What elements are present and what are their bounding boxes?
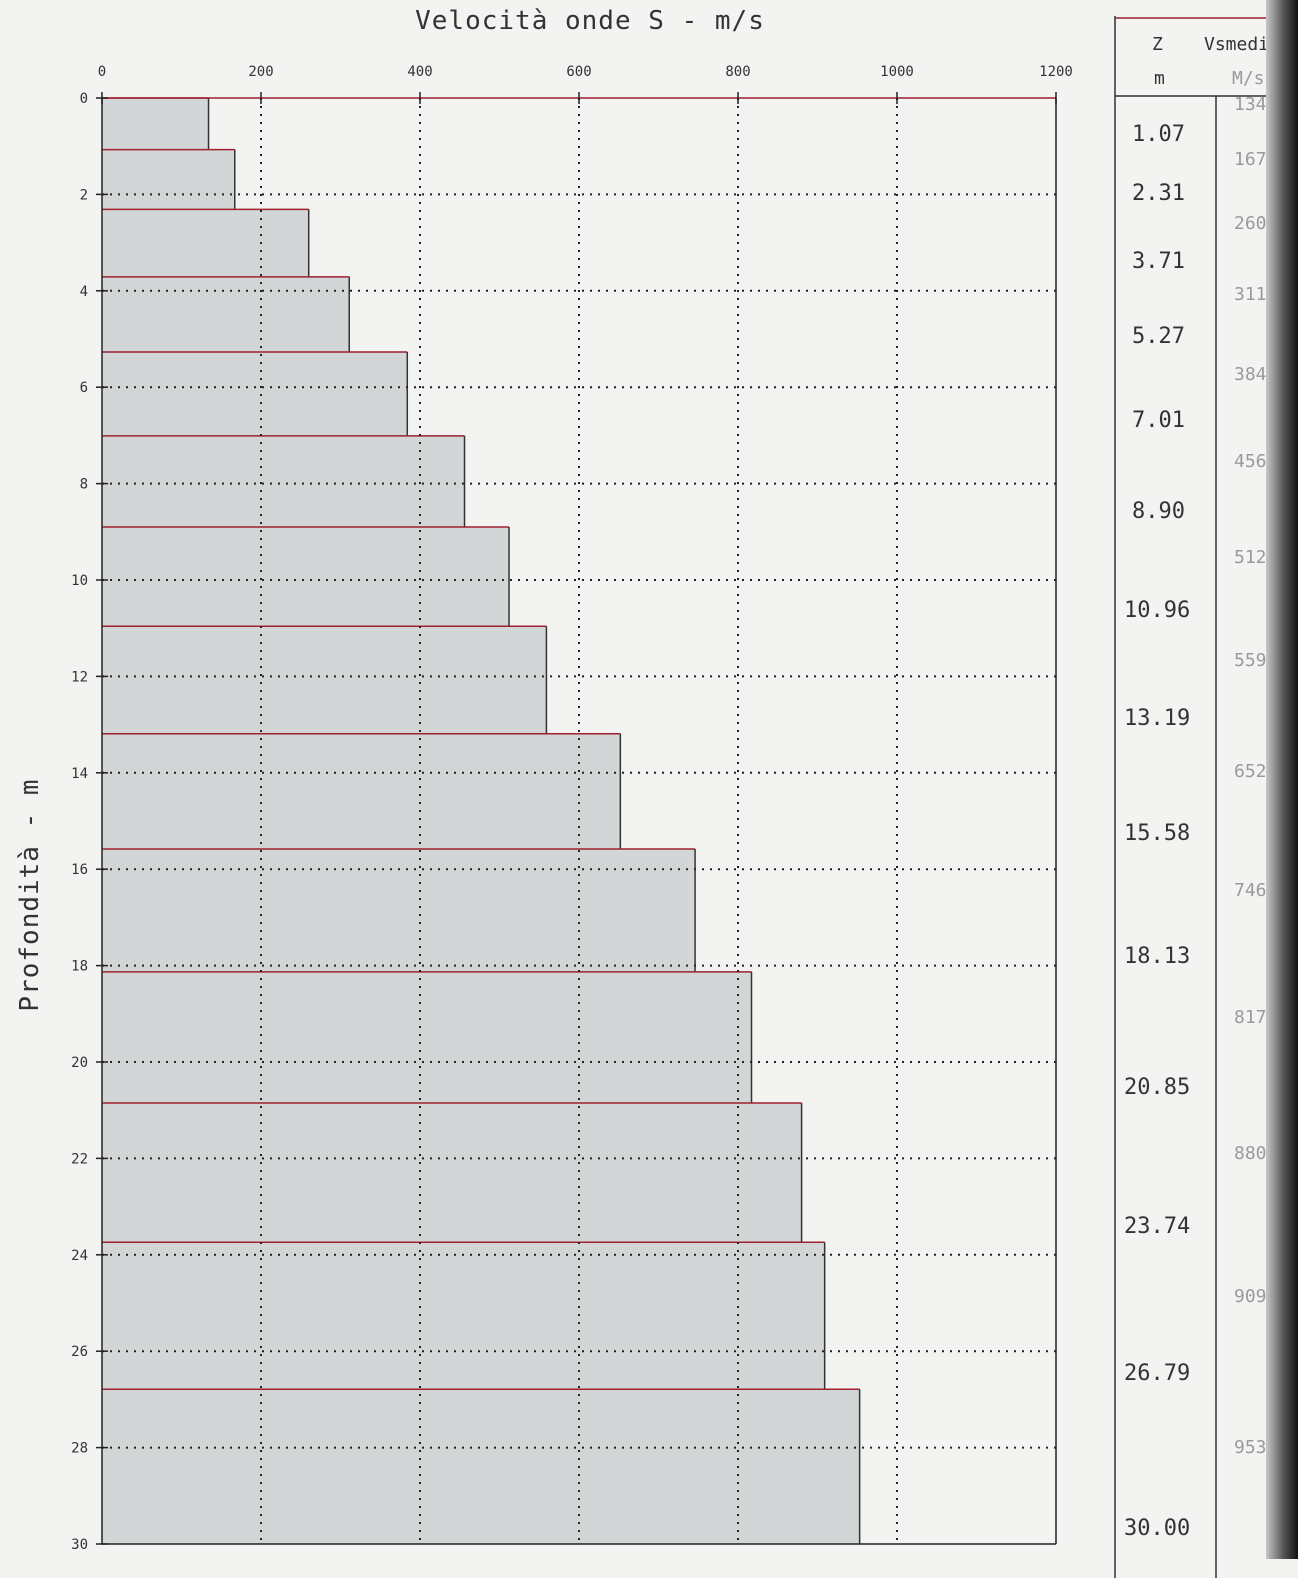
table-vsmedia-value: 880 [1234,1142,1267,1164]
layer-bar-13 [102,1242,825,1390]
scan-edge-shadow [1266,0,1298,1559]
bars-layer [102,97,861,1544]
y-tick-label-26: 26 [71,1344,88,1360]
table-header-vsmedia: Vsmedia [1204,34,1280,55]
layer-bar-3 [102,209,309,277]
y-tick-label-0: 0 [80,91,88,107]
depth-velocity-table: Z Vsmedia m M/s 1.07 2.31 3.71 5.27 7.01 8.90… [1114,16,1298,1578]
table-vsmedia-value: 652 [1234,761,1267,783]
table-z-value: 13.19 [1124,705,1191,731]
y-tick-label-6: 6 [80,380,88,396]
y-tick-label-30: 30 [71,1537,88,1553]
table-z-value: 1.07 [1132,121,1185,147]
table-vsmedia-value: 456 [1234,451,1267,473]
velocity-profile-chart: 0 200 400 600 800 1000 12000246810121416182022… [71,64,1073,1553]
layer-bar-6 [102,435,465,527]
layer-bar-8 [102,626,547,734]
layer-bar-11 [102,971,752,1103]
y-tick-label-18: 18 [71,959,88,975]
y-tick-label-24: 24 [71,1248,88,1264]
y-tick-label-12: 12 [71,669,88,685]
table-unit-z: m [1154,68,1165,89]
table-header-z: Z [1152,34,1163,55]
x-tick-label-400: 400 [407,64,432,80]
x-tick-label-200: 200 [248,64,273,80]
table-vsmedia-value: 260 [1234,213,1267,235]
table-vsmedia-value: 559 [1234,650,1267,671]
layer-bar-4 [102,276,350,353]
table-z-value: 2.31 [1132,181,1185,207]
table-z-value: 30.00 [1124,1516,1191,1541]
y-tick-label-16: 16 [71,862,88,878]
y-tick-label-28: 28 [71,1441,88,1457]
layer-bar-1 [102,98,209,150]
grid-layer [102,98,1056,1544]
x-tick-label-800: 800 [725,64,750,80]
axis-layer: 0 200 400 600 800 1000 12000246810121416182022… [71,64,1073,1553]
layer-bar-5 [102,352,408,436]
y-tick-label-8: 8 [80,477,88,493]
table-z-value: 26.79 [1124,1361,1191,1387]
table-vsmedia-value: 953 [1234,1436,1267,1458]
x-tick-label-1200: 1200 [1039,64,1073,80]
layer-bar-14 [102,1389,860,1544]
table-z-value: 20.85 [1124,1074,1191,1100]
table-z-value: 15.58 [1124,820,1191,846]
chart-title: Velocità onde S - m/s [415,6,765,36]
layer-bar-2 [102,149,235,210]
layer-bar-12 [102,1102,802,1243]
x-tick-label-600: 600 [566,64,591,80]
table-vsmedia-value: 512 [1234,546,1267,568]
table-vsmedia-value: 746 [1234,880,1267,902]
table-vsmedia-value: 817 [1234,1007,1267,1029]
x-tick-label-0: 0 [98,64,106,80]
layer-bar-9 [102,733,621,849]
table-z-value: 3.71 [1132,248,1185,274]
table-unit-v: M/s [1232,68,1265,89]
table-z-value: 7.01 [1132,407,1185,433]
y-tick-label-20: 20 [71,1055,88,1071]
table-vsmedia-value: 384 [1234,363,1267,385]
table-z-value: 8.90 [1132,498,1185,524]
x-tick-label-1000: 1000 [880,64,914,80]
y-tick-label-22: 22 [71,1151,88,1167]
table-z-value: 5.27 [1132,324,1185,349]
y-tick-label-2: 2 [80,187,88,203]
layer-bar-7 [102,526,510,627]
y-tick-label-4: 4 [80,284,88,300]
table-vsmedia-value: 311 [1234,284,1267,306]
table-vsmedia-value: 909 [1234,1285,1267,1307]
table-z-value: 10.96 [1124,598,1191,624]
y-tick-label-14: 14 [71,766,88,782]
layer-bar-10 [102,848,696,972]
table-z-value: 18.13 [1124,943,1191,969]
table-vsmedia-value: 167 [1234,149,1267,171]
y-tick-label-10: 10 [71,573,88,589]
table-vsmedia-value: 134 [1234,93,1267,115]
table-z-value: 23.74 [1124,1214,1191,1240]
